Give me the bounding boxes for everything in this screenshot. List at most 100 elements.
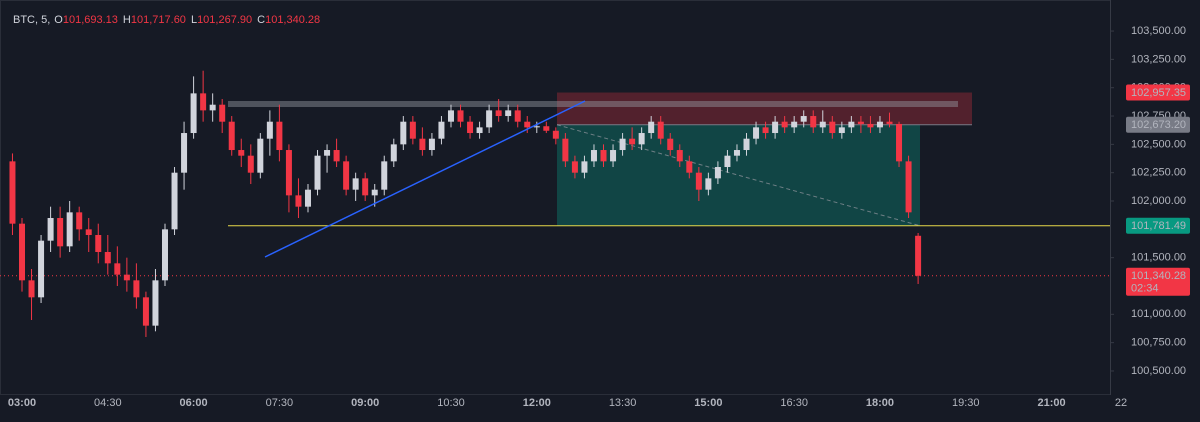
ohlc-key: H bbox=[123, 14, 131, 26]
candle-body bbox=[724, 155, 731, 168]
candle-body bbox=[610, 150, 617, 162]
candle-body bbox=[362, 178, 369, 196]
candle-body bbox=[238, 150, 245, 156]
candle-body bbox=[57, 218, 64, 247]
candle-body bbox=[514, 110, 521, 122]
candle-body bbox=[247, 155, 254, 173]
candle-body bbox=[905, 161, 912, 213]
candle-body bbox=[590, 150, 597, 162]
x-tick-label: 12:00 bbox=[523, 397, 551, 409]
candle-body bbox=[85, 229, 92, 236]
y-tick-label: 101,000.00 bbox=[1131, 308, 1186, 320]
candle-body bbox=[19, 223, 25, 281]
candle-body bbox=[133, 280, 140, 298]
candle-body bbox=[772, 121, 779, 134]
candle-body bbox=[181, 133, 188, 173]
candles bbox=[9, 70, 922, 337]
candle-body bbox=[867, 123, 874, 128]
candle-body bbox=[457, 110, 464, 122]
price-tag-label: 101,781.49 bbox=[1131, 220, 1186, 232]
x-tick-label: 10:30 bbox=[437, 397, 465, 409]
y-tick-label: 100,750.00 bbox=[1131, 337, 1186, 349]
ohlc-value: 101,693.13 bbox=[63, 14, 118, 26]
x-tick-label: 07:30 bbox=[266, 397, 294, 409]
target-zone bbox=[557, 124, 920, 226]
y-tick-label: 103,500.00 bbox=[1131, 25, 1186, 37]
ohlc-key: C bbox=[257, 14, 265, 26]
candle-body bbox=[324, 150, 331, 156]
candle-body bbox=[657, 121, 664, 139]
x-tick-label: 19:30 bbox=[952, 397, 980, 409]
countdown: 02:34 bbox=[1131, 283, 1159, 295]
candle-body bbox=[714, 167, 721, 179]
price-tag-label: 101,340.28 bbox=[1131, 270, 1186, 282]
candle-body bbox=[667, 138, 674, 151]
candle-body bbox=[629, 138, 636, 145]
price-tag-label: 102,673.20 bbox=[1131, 119, 1186, 131]
candle-body bbox=[123, 274, 130, 281]
candle-body bbox=[381, 161, 388, 190]
candle-body bbox=[733, 150, 740, 156]
candle-body bbox=[648, 121, 655, 134]
candle-body bbox=[257, 138, 264, 173]
candle-body bbox=[581, 161, 588, 173]
candle-body bbox=[791, 121, 798, 128]
ohlc-value: 101,340.28 bbox=[265, 14, 320, 26]
candle-body bbox=[876, 121, 883, 128]
candle-body bbox=[285, 150, 292, 196]
price-tag bbox=[1126, 267, 1190, 296]
candle-body bbox=[915, 235, 922, 276]
candle-body bbox=[38, 240, 45, 298]
price-tag bbox=[1126, 84, 1190, 101]
candle-body bbox=[819, 121, 826, 128]
candle-body bbox=[762, 127, 769, 134]
candle-body bbox=[552, 130, 559, 139]
x-tick-label: 15:00 bbox=[694, 397, 722, 409]
candle-body bbox=[161, 229, 168, 281]
ohlc-key: L bbox=[191, 14, 197, 26]
candle-body bbox=[524, 121, 531, 128]
candle-body bbox=[495, 110, 502, 117]
candle-body bbox=[314, 155, 321, 190]
candle-body bbox=[276, 121, 283, 151]
candle-body bbox=[838, 127, 845, 134]
resistance-band bbox=[228, 101, 958, 107]
candle-body bbox=[228, 121, 235, 151]
candle-body bbox=[304, 189, 311, 207]
candle-body bbox=[447, 110, 454, 122]
candle-body bbox=[781, 121, 788, 128]
candle-body bbox=[638, 133, 645, 145]
y-tick-label: 102,500.00 bbox=[1131, 138, 1186, 150]
candle-body bbox=[600, 150, 607, 162]
candle-body bbox=[343, 161, 350, 190]
candle-body bbox=[829, 121, 836, 134]
candle-body bbox=[9, 161, 16, 224]
candle-body bbox=[743, 138, 750, 151]
candle-body bbox=[848, 121, 855, 128]
x-tick-label: 22 bbox=[1115, 397, 1127, 409]
x-tick-label: 06:00 bbox=[180, 397, 208, 409]
candle-body bbox=[266, 121, 273, 139]
axes: 103,500.00103,250.00103,000.00102,750.00… bbox=[8, 25, 1190, 409]
ohlc-value: 101,267.90 bbox=[197, 14, 252, 26]
candle-body bbox=[190, 93, 197, 134]
y-tick-label: 102,250.00 bbox=[1131, 167, 1186, 179]
candle-body bbox=[142, 297, 149, 326]
ohlc-key: O bbox=[54, 14, 63, 26]
candle-body bbox=[333, 150, 340, 162]
y-tick-label: 101,500.00 bbox=[1131, 252, 1186, 264]
candle-body bbox=[209, 104, 216, 111]
x-tick-label: 16:30 bbox=[780, 397, 808, 409]
candle-body bbox=[428, 138, 435, 151]
candle-body bbox=[438, 121, 445, 139]
candle-body bbox=[419, 138, 426, 151]
candle-body bbox=[390, 144, 397, 162]
candle-body bbox=[810, 116, 817, 128]
candle-body bbox=[409, 121, 416, 139]
price-tag bbox=[1126, 116, 1190, 133]
x-tick-label: 13:30 bbox=[609, 397, 637, 409]
candle-body bbox=[171, 172, 178, 230]
